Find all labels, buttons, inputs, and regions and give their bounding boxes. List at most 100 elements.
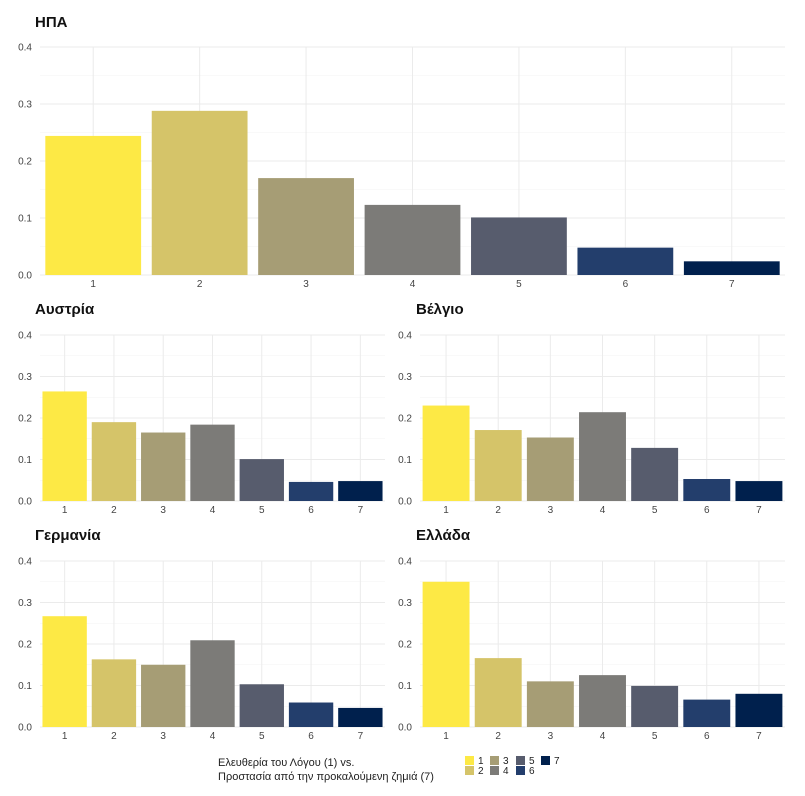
y-tick-label: 0.1 (18, 681, 32, 692)
x-tick-label: 4 (210, 731, 216, 742)
x-tick-label: 5 (652, 731, 658, 742)
y-tick-label: 0.1 (398, 681, 412, 692)
y-tick-label: 0.0 (18, 497, 32, 508)
x-tick-label: 3 (303, 279, 309, 290)
legend-item-7: 7 (541, 756, 560, 767)
panel-title: ΗΠΑ (35, 14, 68, 31)
bar-4 (579, 675, 626, 727)
x-tick-label: 6 (704, 505, 710, 516)
x-tick-label: 5 (516, 279, 522, 290)
bar-2 (91, 659, 137, 727)
legend-key (465, 756, 474, 765)
bar-5 (239, 459, 284, 501)
x-tick-label: 3 (160, 505, 166, 516)
legend-item-2: 2 (465, 766, 484, 777)
bar-7 (338, 707, 383, 727)
x-tick-label: 3 (160, 731, 166, 742)
x-tick-label: 2 (197, 279, 203, 290)
legend-item-4: 4 (490, 766, 509, 777)
legend-label: 7 (554, 756, 560, 767)
bar-7 (735, 481, 783, 501)
bar-4 (190, 424, 235, 501)
bar-1 (422, 405, 470, 501)
x-tick-label: 1 (62, 731, 68, 742)
legend-label: 2 (478, 766, 484, 777)
bar-1 (45, 135, 142, 275)
x-tick-label: 2 (495, 731, 501, 742)
bar-6 (288, 481, 334, 501)
y-tick-label: 0.3 (398, 372, 412, 383)
x-tick-label: 5 (652, 505, 658, 516)
legend-key (516, 756, 525, 765)
x-tick-label: 1 (443, 731, 449, 742)
x-tick-label: 1 (443, 505, 449, 516)
bar-6 (683, 479, 731, 501)
y-tick-label: 0.2 (18, 414, 32, 425)
bar-4 (579, 412, 626, 501)
legend-label: 6 (529, 766, 535, 777)
y-tick-label: 0.2 (398, 640, 412, 651)
legend-item-1: 1 (465, 756, 484, 767)
x-tick-label: 3 (548, 731, 554, 742)
y-tick-label: 0.0 (18, 271, 32, 282)
x-tick-label: 7 (756, 731, 762, 742)
panel-title: Βέλγιο (416, 301, 464, 318)
legend-key (490, 756, 499, 765)
bar-5 (631, 685, 679, 727)
bar-1 (422, 581, 470, 727)
legend-label: 3 (503, 756, 509, 767)
chart-panel-4: Γερμανία 0.0 0.1 0.2 0.3 0.4 1 2 3 4 5 6 7 (18, 527, 385, 742)
y-tick-label: 0.3 (18, 598, 32, 609)
y-tick-label: 0.0 (398, 497, 412, 508)
y-tick-label: 0.1 (398, 455, 412, 466)
y-tick-label: 0.2 (398, 414, 412, 425)
x-tick-label: 6 (308, 505, 314, 516)
y-tick-label: 0.4 (398, 557, 412, 568)
y-tick-label: 0.3 (398, 598, 412, 609)
bar-2 (474, 658, 522, 727)
bar-6 (288, 702, 334, 727)
x-tick-label: 5 (259, 505, 265, 516)
bar-3 (526, 681, 574, 727)
y-tick-label: 0.4 (18, 557, 32, 568)
bar-3 (141, 432, 186, 501)
legend-item-3: 3 (490, 756, 509, 767)
y-tick-label: 0.3 (18, 100, 32, 111)
legend-item-6: 6 (516, 766, 535, 777)
bar-7 (683, 261, 780, 275)
x-tick-label: 2 (111, 731, 117, 742)
bar-6 (577, 247, 674, 275)
legend-key (490, 766, 499, 775)
x-tick-label: 4 (410, 279, 416, 290)
legend-key (465, 766, 474, 775)
x-tick-label: 7 (358, 731, 364, 742)
legend-title: Ελευθερία του Λόγου (1) vs. (218, 757, 354, 769)
y-tick-label: 0.2 (18, 640, 32, 651)
x-tick-label: 2 (111, 505, 117, 516)
legend-key (516, 766, 525, 775)
x-tick-label: 3 (548, 505, 554, 516)
y-tick-label: 0.4 (398, 331, 412, 342)
panel-title: Αυστρία (35, 301, 95, 318)
x-tick-label: 4 (600, 731, 606, 742)
bar-7 (338, 481, 383, 501)
x-tick-label: 6 (308, 731, 314, 742)
bar-2 (151, 110, 248, 275)
y-tick-label: 0.1 (18, 455, 32, 466)
legend: Ελευθερία του Λόγου (1) vs. Προστασία από… (218, 756, 560, 783)
bar-3 (258, 178, 354, 275)
legend-key (541, 756, 550, 765)
bar-5 (471, 217, 567, 275)
panel-title: Γερμανία (35, 527, 101, 544)
y-tick-label: 0.2 (18, 157, 32, 168)
bar-1 (42, 391, 87, 501)
y-tick-label: 0.4 (18, 43, 32, 54)
y-tick-label: 0.4 (18, 331, 32, 342)
legend-label: 4 (503, 766, 509, 777)
bar-2 (474, 430, 522, 501)
bar-5 (239, 684, 284, 727)
bar-2 (91, 422, 137, 501)
x-tick-label: 7 (358, 505, 364, 516)
legend-title: Προστασία από την προκαλούμενη ζημιά (7) (218, 771, 434, 783)
x-tick-label: 2 (495, 505, 501, 516)
